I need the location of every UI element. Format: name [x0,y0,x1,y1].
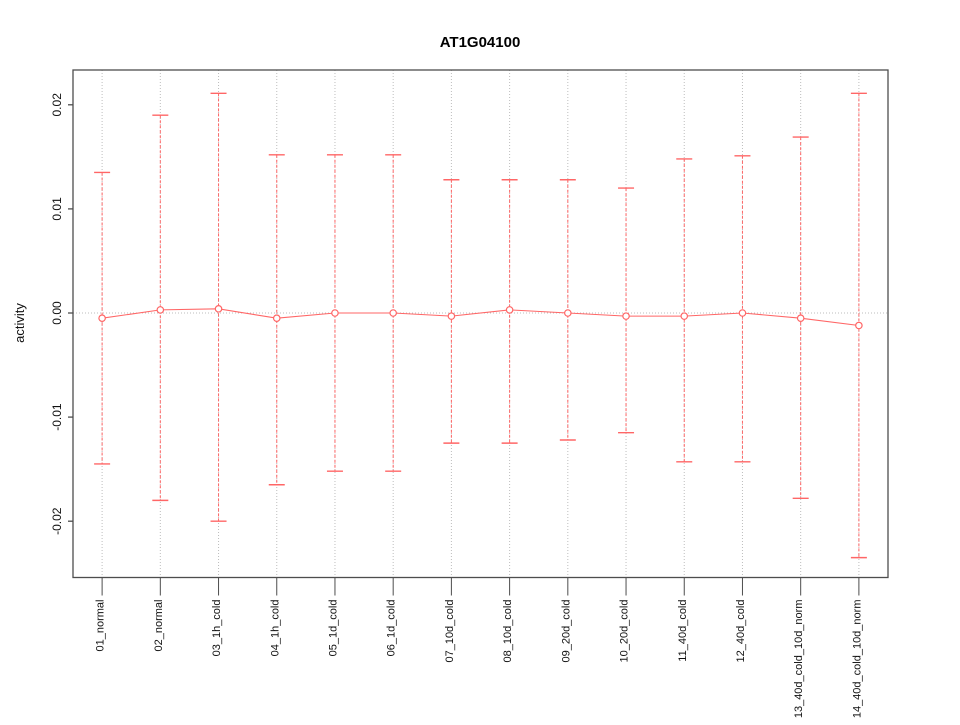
svg-text:10_20d_cold: 10_20d_cold [619,600,631,663]
svg-text:0.01: 0.01 [50,197,64,221]
svg-text:0.00: 0.00 [50,301,64,325]
svg-text:AT1G04100: AT1G04100 [440,34,521,51]
svg-text:05_1d_cold: 05_1d_cold [327,600,339,657]
svg-text:07_10d_cold: 07_10d_cold [444,600,456,663]
svg-text:11_40d_cold: 11_40d_cold [677,600,689,662]
svg-text:12_40d_cold: 12_40d_cold [735,600,747,663]
svg-text:01_normal: 01_normal [95,600,107,652]
svg-text:-0.01: -0.01 [50,403,64,431]
svg-text:14_40d_cold_10d_norm: 14_40d_cold_10d_norm [851,600,863,719]
svg-text:-0.02: -0.02 [50,507,64,535]
svg-text:activity: activity [12,303,27,343]
svg-text:02_normal: 02_normal [153,600,165,652]
svg-text:08_10d_cold: 08_10d_cold [502,600,514,663]
svg-text:13_40d_cold_10d_norm: 13_40d_cold_10d_norm [793,600,805,719]
svg-text:04_1h_cold: 04_1h_cold [269,600,281,657]
svg-text:09_20d_cold: 09_20d_cold [560,600,572,663]
svg-text:0.02: 0.02 [50,93,64,117]
svg-text:06_1d_cold: 06_1d_cold [386,600,398,657]
svg-text:03_1h_cold: 03_1h_cold [211,600,223,657]
